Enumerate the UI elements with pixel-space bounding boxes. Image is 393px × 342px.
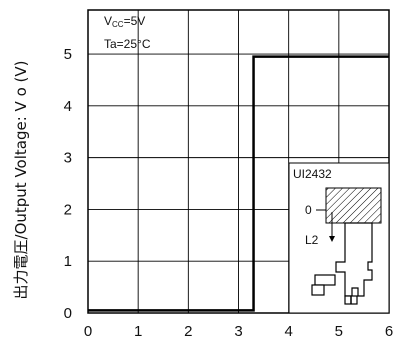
x-tick-label: 0 bbox=[84, 323, 92, 340]
y-tick-label: 5 bbox=[64, 46, 72, 63]
x-tick-label: 1 bbox=[134, 323, 142, 340]
sensor-pin-base bbox=[311, 284, 325, 296]
y-tick-label: 3 bbox=[64, 150, 72, 167]
x-tick-label: 4 bbox=[284, 323, 292, 340]
y-tick-labels: 0 1 2 3 4 5 bbox=[64, 46, 72, 322]
x-tick-label: 2 bbox=[184, 323, 192, 340]
distance-label: L2 bbox=[305, 233, 319, 247]
y-tick-label: 2 bbox=[64, 201, 72, 218]
distance-arrowhead bbox=[329, 236, 335, 242]
y-tick-label: 4 bbox=[64, 98, 72, 115]
vcc-subscript: CC bbox=[112, 20, 124, 29]
y-tick-label: 1 bbox=[64, 253, 72, 270]
x-tick-label: 6 bbox=[385, 323, 393, 340]
ta-annotation: Ta=25°C bbox=[104, 37, 151, 51]
x-tick-label: 5 bbox=[335, 323, 343, 340]
plot-frame bbox=[87, 9, 390, 314]
vcc-value: =5V bbox=[124, 14, 146, 28]
inset-box bbox=[288, 162, 390, 314]
sensor-pin-left bbox=[314, 274, 336, 286]
x-tick-labels: 0 1 2 3 4 5 6 bbox=[84, 323, 393, 340]
vcc-symbol: V bbox=[104, 14, 112, 28]
vcc-annotation: VCC=5V bbox=[104, 14, 145, 29]
x-tick-label: 3 bbox=[234, 323, 242, 340]
sensor-body bbox=[335, 222, 373, 297]
y-tick-label: 0 bbox=[64, 305, 72, 322]
y-axis-label: 出力電圧/Output Voltage: V o (V) bbox=[12, 61, 30, 300]
magnet-block bbox=[325, 187, 382, 224]
inset-title: UI2432 bbox=[293, 167, 332, 181]
sensor-inset: UI2432 0 L2 bbox=[288, 162, 390, 314]
output-voltage-line bbox=[88, 55, 389, 312]
zero-label: 0 bbox=[305, 203, 312, 217]
